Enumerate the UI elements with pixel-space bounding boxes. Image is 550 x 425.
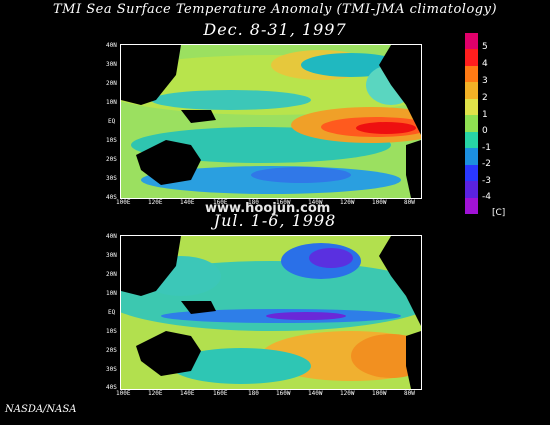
colorbar-tick: -1 [482,143,491,153]
colorbar [465,33,478,215]
lat-tick: 20N [106,80,117,87]
lon-tick: 140E [180,390,195,397]
lon-tick: 80W [404,199,415,206]
lat-tick: 20S [106,156,117,163]
colorbar-segment [465,115,478,133]
colorbar-segment [465,49,478,67]
colorbar-segment [465,148,478,166]
colorbar-tick: 0 [482,126,488,136]
colorbar-tick: 4 [482,59,488,69]
colorbar-tick: -4 [482,192,491,202]
lon-tick: 80W [404,390,415,397]
lon-tick: 140W [308,199,323,206]
map-1-date-label: Dec. 8-31, 1997 [203,20,347,39]
lat-tick: 30N [106,252,117,259]
lat-tick: 40N [106,233,117,240]
lat-tick: 10N [106,290,117,297]
lon-tick: 100E [116,390,131,397]
lat-tick: 30S [106,366,117,373]
lon-tick: 120E [148,199,163,206]
lon-tick: 160E [213,390,228,397]
lat-tick: 10S [106,137,117,144]
colorbar-segment [465,82,478,100]
map-2-sst-anomaly [120,235,422,390]
colorbar-tick: -2 [482,159,491,169]
watermark: www.hoojun.com [205,201,331,216]
colorbar-segment [465,181,478,199]
map-1-sst-anomaly [120,44,422,199]
lat-tick: 10S [106,328,117,335]
credit-text: NASDA/NASA [5,404,77,415]
colorbar-segment [465,164,478,182]
colorbar-tick: 3 [482,76,488,86]
lon-tick: 180 [248,199,259,206]
colorbar-tick: -3 [482,176,491,186]
lon-tick: 100W [372,199,387,206]
lat-tick: 20S [106,347,117,354]
lon-tick: 180 [248,390,259,397]
colorbar-segment [465,98,478,116]
lon-tick: 160W [276,199,291,206]
lon-tick: 120W [340,390,355,397]
colorbar-segment [465,65,478,83]
figure-title: TMI Sea Surface Temperature Anomaly (TMI… [52,2,498,17]
colorbar-segment [465,197,478,215]
lat-tick: 40S [106,384,117,391]
lat-tick: EQ [108,118,116,125]
colorbar-tick: 5 [482,42,488,52]
colorbar-segment [465,33,478,50]
lat-tick: EQ [108,309,116,316]
colorbar-segment [465,131,478,149]
lon-tick: 140E [180,199,195,206]
lon-tick: 160E [213,199,228,206]
map-2-date-label: Jul. 1-6, 1998 [213,211,337,230]
lon-tick: 120E [148,390,163,397]
lon-tick: 100W [372,390,387,397]
lon-tick: 160W [276,390,291,397]
lat-tick: 40N [106,42,117,49]
lat-tick: 30N [106,61,117,68]
lon-tick: 120W [340,199,355,206]
lat-tick: 10N [106,99,117,106]
lon-tick: 100E [116,199,131,206]
lon-tick: 140W [308,390,323,397]
colorbar-unit: [C] [492,208,506,218]
colorbar-tick: 2 [482,93,488,103]
colorbar-tick: 1 [482,110,488,120]
lat-tick: 20N [106,271,117,278]
lat-tick: 30S [106,175,117,182]
lat-tick: 40S [106,194,117,201]
